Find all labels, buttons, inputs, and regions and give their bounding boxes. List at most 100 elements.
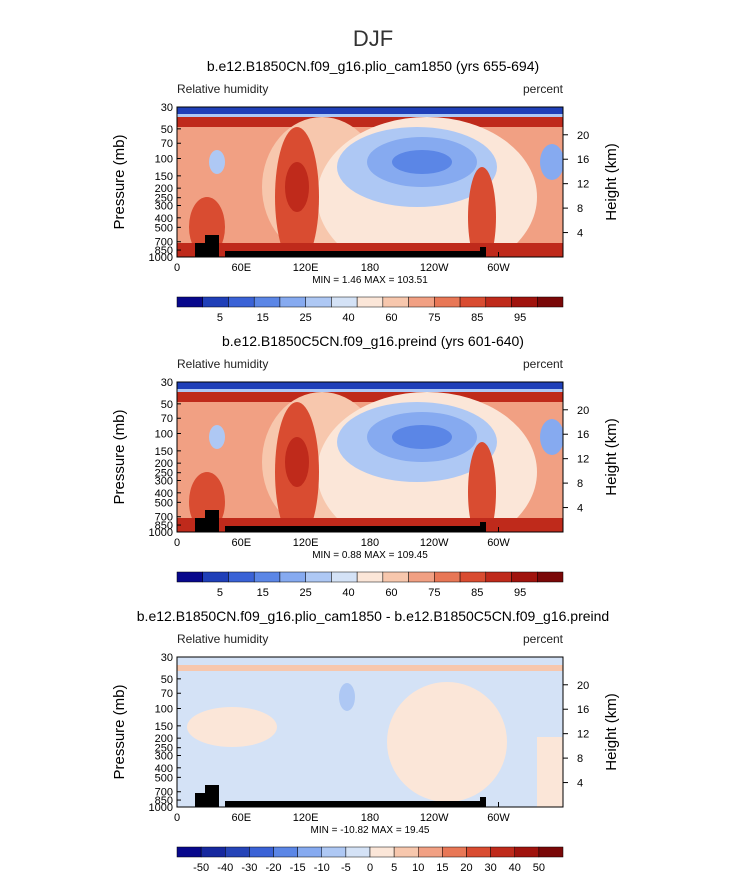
colorbar-label: 15	[257, 587, 269, 599]
topography-block	[195, 243, 207, 257]
y-tick-label: 1000	[149, 802, 173, 814]
moist-column-core	[285, 162, 309, 212]
y2-tick-label: 4	[577, 228, 583, 240]
colorbar-swatch	[176, 846, 202, 858]
x-tick-label: 120W	[420, 537, 449, 549]
y-tick-label: 30	[161, 102, 173, 114]
topography-block	[225, 251, 485, 257]
colorbar-swatch	[200, 846, 226, 858]
positive-anomaly-east	[537, 737, 563, 807]
colorbar-swatch	[408, 571, 435, 583]
y2-tick-label: 8	[577, 753, 583, 765]
y-tick-label: 100	[155, 429, 173, 441]
y-tick-label: 1000	[149, 252, 173, 264]
strat-transition-band	[177, 114, 563, 117]
colorbar-label: 40	[342, 587, 354, 599]
topography-mask	[195, 510, 486, 532]
colorbar-label: 60	[385, 312, 397, 324]
colorbar-label: 25	[300, 312, 312, 324]
y2-axis-label: Height (km)	[603, 143, 620, 221]
colorbar-swatch	[485, 571, 512, 583]
colorbar-swatch	[331, 571, 358, 583]
small-dry-patch-east	[540, 144, 563, 180]
colorbar-swatch	[273, 846, 298, 858]
y-axis-label: Pressure (mb)	[111, 684, 128, 779]
positive-anomaly-west	[187, 707, 277, 747]
y-tick-label: 200	[155, 183, 173, 195]
colorbar-swatch	[393, 846, 419, 858]
colorbar-swatch	[459, 296, 487, 308]
y2-tick-label: 20	[577, 680, 589, 692]
colorbar-swatch	[538, 846, 564, 858]
colorbar-swatch	[537, 571, 564, 583]
y-tick-label: 850	[155, 795, 173, 807]
minmax-text: MIN = -10.82 MAX = 19.45	[311, 825, 430, 836]
y-tick-label: 150	[155, 721, 173, 733]
x-tick-label: 120W	[420, 812, 449, 824]
x-tick-label: 120E	[293, 812, 319, 824]
chart-panel-2: b.e12.B1850C5CN.f09_g16.preind (yrs 601-…	[111, 333, 620, 599]
y-tick-label: 250	[155, 193, 173, 205]
y-tick-label: 700	[155, 512, 173, 524]
colorbar-swatch	[228, 296, 255, 308]
colorbar-swatch	[279, 296, 306, 308]
colorbar-label: 20	[460, 862, 472, 874]
colorbar-swatch	[249, 846, 274, 858]
colorbar-swatch	[382, 296, 409, 308]
colorbar-swatch	[331, 296, 358, 308]
y2-tick-label: 16	[577, 704, 589, 716]
x-tick-label: 60W	[487, 812, 510, 824]
colorbar-swatch	[297, 846, 322, 858]
negative-anomaly-patch	[339, 683, 355, 711]
x-tick-label: 60W	[487, 537, 510, 549]
colorbar-swatch	[225, 846, 250, 858]
colorbar-label: 60	[385, 587, 397, 599]
topography-mask	[195, 785, 486, 807]
colorbar-swatch	[459, 571, 487, 583]
y-tick-label: 70	[161, 413, 173, 425]
y-tick-label: 400	[155, 763, 173, 775]
y-tick-label: 200	[155, 733, 173, 745]
strat-transition-band	[177, 389, 563, 392]
x-tick-label: 120W	[420, 262, 449, 274]
colorbar: -50 -40 -30 -20 -15 -10 -5 0 5 10 15 20 30 40 50	[176, 846, 564, 874]
colorbar-swatch	[356, 296, 384, 308]
strat-dry-band	[177, 107, 563, 115]
positive-anomaly-center	[387, 682, 507, 802]
x-tick-label: 60W	[487, 262, 510, 274]
y-tick-label: 70	[161, 138, 173, 150]
units-label: percent	[523, 357, 564, 371]
colorbar-label: 40	[509, 862, 521, 874]
colorbar-swatch	[305, 571, 332, 583]
topography-block	[480, 247, 486, 257]
colorbar-swatch	[345, 846, 371, 858]
contour-field	[177, 107, 563, 257]
colorbar-label: 95	[514, 312, 526, 324]
y-tick-label: 500	[155, 497, 173, 509]
tropopause-moist-band	[177, 392, 563, 402]
y2-tick-label: 16	[577, 429, 589, 441]
y-tick-label: 150	[155, 446, 173, 458]
minmax-text: MIN = 0.88 MAX = 109.45	[312, 550, 428, 561]
y-tick-label: 200	[155, 458, 173, 470]
colorbar: 5 15 25 40 60 75 85 95	[176, 571, 564, 599]
colorbar-label: 15	[436, 862, 448, 874]
variable-label: Relative humidity	[177, 357, 268, 371]
y-tick-label: 70	[161, 688, 173, 700]
colorbar-label: -10	[314, 862, 330, 874]
y-tick-label: 250	[155, 468, 173, 480]
topography-block	[225, 526, 485, 532]
colorbar-label: 5	[217, 587, 223, 599]
moist-column-right	[468, 167, 496, 257]
colorbar-label: -40	[217, 862, 233, 874]
colorbar-swatch	[434, 296, 461, 308]
colorbar-label: -20	[266, 862, 282, 874]
x-tick-label: 180	[361, 262, 379, 274]
colorbar-swatch	[418, 846, 443, 858]
colorbar-swatch	[514, 846, 540, 858]
y2-tick-label: 16	[577, 154, 589, 166]
y2-axis-label: Height (km)	[603, 693, 620, 771]
strat-dry-band	[177, 382, 563, 390]
colorbar-swatch	[176, 571, 203, 583]
